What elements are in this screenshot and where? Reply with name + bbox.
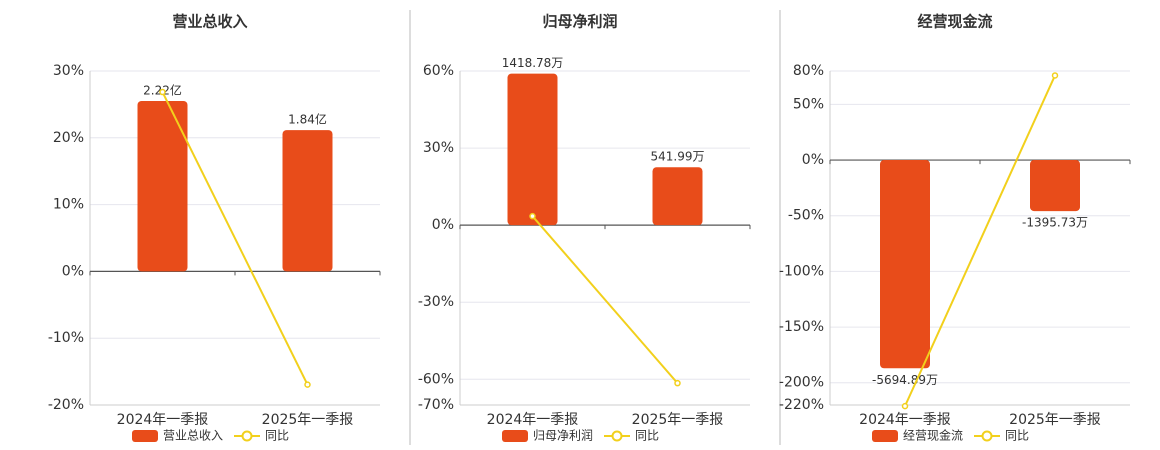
- value-label: 1.84亿: [288, 112, 327, 127]
- legend-swatch: [132, 430, 158, 442]
- y-tick-label: 30%: [53, 63, 84, 79]
- bar: [1030, 160, 1080, 212]
- y-tick-label: 10%: [53, 197, 84, 213]
- bar: [880, 160, 930, 369]
- bar: [507, 73, 558, 226]
- yoy-point: [674, 379, 681, 387]
- value-label: -5694.89万: [872, 373, 938, 387]
- legend-swatch: [241, 430, 253, 442]
- x-tick-label: 2024年一季报: [117, 412, 209, 428]
- legend-swatch: [981, 430, 993, 442]
- legend-label: 营业总收入: [163, 429, 223, 443]
- y-tick-label: 20%: [53, 130, 84, 146]
- y-tick-label: -20%: [48, 397, 84, 413]
- y-tick-label: -50%: [788, 208, 824, 224]
- value-label: 541.99万: [651, 150, 705, 164]
- yoy-point: [901, 402, 909, 410]
- bar: [652, 167, 703, 226]
- y-tick-label: -60%: [418, 371, 454, 387]
- y-tick-label: -100%: [779, 263, 824, 279]
- legend-label: 同比: [635, 429, 659, 443]
- y-tick-label: 80%: [793, 63, 824, 79]
- legend-swatch: [872, 430, 898, 442]
- chart-title: 经营现金流: [917, 13, 992, 31]
- y-tick-label: -70%: [418, 397, 454, 413]
- x-tick-label: 2025年一季报: [1009, 412, 1101, 428]
- y-tick-label: 0%: [432, 217, 454, 233]
- legend-label: 归母净利润: [533, 429, 593, 443]
- x-tick-label: 2025年一季报: [632, 412, 724, 428]
- y-tick-label: 60%: [423, 63, 454, 79]
- y-tick-label: 0%: [802, 152, 824, 168]
- y-tick-label: -150%: [779, 319, 824, 335]
- legend-swatch: [611, 430, 623, 442]
- x-tick-label: 2025年一季报: [262, 412, 354, 428]
- legend-swatch: [502, 430, 528, 442]
- yoy-line: [531, 215, 679, 384]
- yoy-point: [159, 88, 166, 96]
- legend-label: 经营现金流: [903, 428, 963, 443]
- y-tick-label: -10%: [48, 330, 84, 346]
- y-tick-label: 30%: [423, 140, 454, 156]
- x-tick-label: 2024年一季报: [859, 412, 951, 428]
- bar: [137, 100, 188, 272]
- yoy-line: [161, 91, 309, 386]
- bar: [282, 130, 333, 272]
- yoy-point: [1051, 72, 1059, 79]
- value-label: -1395.73万: [1022, 216, 1088, 230]
- y-tick-label: 50%: [793, 96, 824, 112]
- y-tick-label: -200%: [779, 375, 824, 391]
- yoy-line: [904, 75, 1056, 407]
- y-tick-label: 0%: [62, 263, 84, 279]
- y-tick-label: -220%: [779, 397, 824, 413]
- legend-label: 同比: [1005, 429, 1029, 443]
- yoy-point: [529, 212, 536, 220]
- x-tick-label: 2024年一季报: [487, 412, 579, 428]
- y-tick-label: -30%: [418, 294, 454, 310]
- legend-label: 同比: [265, 429, 289, 443]
- chart-title: 营业总收入: [172, 13, 247, 31]
- value-label: 1418.78万: [502, 56, 564, 70]
- yoy-point: [304, 381, 311, 388]
- chart-title: 归母净利润: [542, 13, 617, 31]
